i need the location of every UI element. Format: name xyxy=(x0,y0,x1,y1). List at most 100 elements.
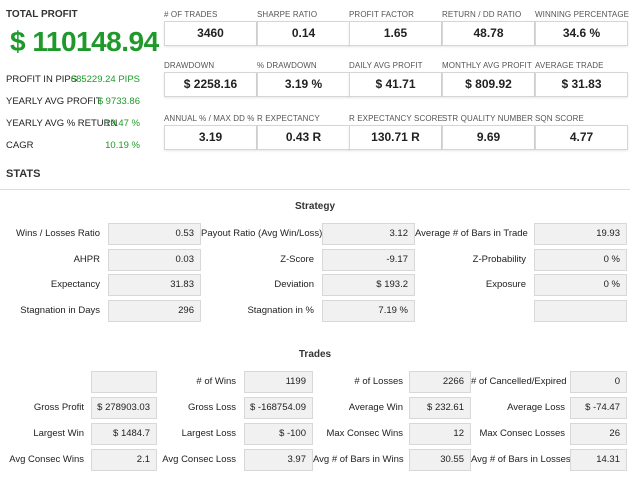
metric-label: MONTHLY AVG PROFIT xyxy=(442,61,532,70)
trades-label: Gross Loss xyxy=(187,402,236,413)
metric-value: 34.6 % xyxy=(535,21,628,46)
metric-label: AVERAGE TRADE xyxy=(535,61,604,70)
trades-value: 2266 xyxy=(409,371,471,393)
summary-panel: TOTAL PROFIT $ 110148.94 PROFIT IN PIPS … xyxy=(0,0,159,165)
metric-average-trade: AVERAGE TRADE $ 31.83 xyxy=(535,61,628,105)
trades-label: Max Consec Losses xyxy=(479,428,565,439)
trades-label: # of Cancelled/Expired xyxy=(471,376,567,387)
metric-r-expectancy-score: R EXPECTANCY SCORE 130.71 R xyxy=(349,114,443,158)
metric-label: SHARPE RATIO xyxy=(257,10,318,19)
metric-value: $ 809.92 xyxy=(442,72,535,97)
summary-row-label: PROFIT IN PIPS xyxy=(6,74,78,85)
metric-label: % DRAWDOWN xyxy=(257,61,317,70)
trades-label: Average Loss xyxy=(507,402,565,413)
trades-value: $ -74.47 xyxy=(570,397,627,419)
metric-label: R EXPECTANCY SCORE xyxy=(349,114,443,123)
metric-label: # OF TRADES xyxy=(164,10,218,19)
metric-value: $ 2258.16 xyxy=(164,72,257,97)
trades-label: Average Win xyxy=(348,402,403,413)
metric-value: 3460 xyxy=(164,21,257,46)
trades-label: Largest Loss xyxy=(181,428,236,439)
total-profit-label: TOTAL PROFIT xyxy=(6,9,78,20)
strategy-label: Average # of Bars in Trade xyxy=(415,228,528,239)
metric-value: $ 31.83 xyxy=(535,72,628,97)
trades-value: 2.1 xyxy=(91,449,157,471)
metric-return-dd-ratio: RETURN / DD RATIO 48.78 xyxy=(442,10,535,54)
trades-value: $ -168754.09 xyxy=(244,397,313,419)
trades-label: Avg Consec Loss xyxy=(162,454,236,465)
metric-profit-factor: PROFIT FACTOR 1.65 xyxy=(349,10,442,54)
summary-row-value: $ 9733.86 xyxy=(97,96,140,107)
metric-label: SQN SCORE xyxy=(535,114,584,123)
metric-sqn-score: SQN SCORE 4.77 xyxy=(535,114,628,158)
strategy-value: 7.19 % xyxy=(322,300,415,322)
strategy-value: 31.83 xyxy=(108,274,201,296)
strategy-label: Exposure xyxy=(485,279,526,290)
metric-label: R EXPECTANCY xyxy=(257,114,320,123)
total-profit-value: $ 110148.94 xyxy=(10,26,159,57)
strategy-label: Expectancy xyxy=(50,279,100,290)
trades-label: Avg # of Bars in Wins xyxy=(313,454,404,465)
strategy-heading: Strategy xyxy=(294,201,335,212)
strategy-label: Stagnation in % xyxy=(247,305,314,316)
metric-annual-max-dd: ANNUAL % / MAX DD % 3.19 xyxy=(164,114,257,158)
metric-value: 3.19 xyxy=(164,125,257,150)
metric-sharpe-ratio: SHARPE RATIO 0.14 xyxy=(257,10,350,54)
strategy-value: 296 xyxy=(108,300,201,322)
metric-monthly-avg-profit: MONTHLY AVG PROFIT $ 809.92 xyxy=(442,61,535,105)
trades-value: $ 278903.03 xyxy=(91,397,157,419)
summary-row-cagr: CAGR 10.19 % xyxy=(6,140,140,154)
trades-label xyxy=(0,371,84,393)
metric-percent-drawdown: % DRAWDOWN 3.19 % xyxy=(257,61,350,105)
metric-label: WINNING PERCENTAGE xyxy=(535,10,630,19)
summary-row-profit-in-pips: PROFIT IN PIPS 685229.24 PIPS xyxy=(6,74,140,88)
summary-row-label: YEARLY AVG % RETURN xyxy=(6,118,118,129)
stats-divider xyxy=(0,189,630,190)
strategy-value: $ 193.2 xyxy=(322,274,415,296)
metric-label: DRAWDOWN xyxy=(164,61,215,70)
trades-value: 1199 xyxy=(244,371,313,393)
strategy-value: -9.17 xyxy=(322,249,415,271)
strategy-label: Z-Score xyxy=(280,254,314,265)
metric-label: ANNUAL % / MAX DD % xyxy=(164,114,255,123)
metric-label: DAILY AVG PROFIT xyxy=(349,61,423,70)
metric-value: 9.69 xyxy=(442,125,535,150)
metric-value: 1.65 xyxy=(349,21,442,46)
metric-value: 0.43 R xyxy=(257,125,350,150)
trades-label: Gross Profit xyxy=(33,402,84,413)
trades-label: Max Consec Wins xyxy=(326,428,403,439)
summary-row-label: CAGR xyxy=(6,140,34,151)
metric-label: RETURN / DD RATIO xyxy=(442,10,522,19)
metric-label: STR QUALITY NUMBER xyxy=(442,114,533,123)
trades-value: $ 232.61 xyxy=(409,397,471,419)
strategy-value: 0 % xyxy=(534,249,627,271)
strategy-label: Z-Probability xyxy=(472,254,526,265)
summary-row-value: 10.19 % xyxy=(105,140,140,151)
summary-row-yearly-avg-profit: YEARLY AVG PROFIT $ 9733.86 xyxy=(6,96,140,110)
trades-label: # of Losses xyxy=(354,376,403,387)
metric-label: PROFIT FACTOR xyxy=(349,10,415,19)
metric-str-quality-number: STR QUALITY NUMBER 9.69 xyxy=(442,114,535,158)
strategy-label: Deviation xyxy=(274,279,314,290)
trades-value: $ 1484.7 xyxy=(91,423,157,445)
trades-label: Largest Win xyxy=(33,428,84,439)
strategy-label: AHPR xyxy=(73,254,100,265)
metric-daily-avg-profit: DAILY AVG PROFIT $ 41.71 xyxy=(349,61,442,105)
trades-label: # of Wins xyxy=(196,376,236,387)
trades-value: 0 xyxy=(570,371,627,393)
strategy-label: Stagnation in Days xyxy=(20,305,100,316)
metric-drawdown: DRAWDOWN $ 2258.16 xyxy=(164,61,257,105)
metric-number-of-trades: # OF TRADES 3460 xyxy=(164,10,257,54)
strategy-label: Payout Ratio (Avg Win/Loss) xyxy=(201,228,323,239)
trades-value: 3.97 xyxy=(244,449,313,471)
metric-r-expectancy: R EXPECTANCY 0.43 R xyxy=(257,114,350,158)
metric-winning-percentage: WINNING PERCENTAGE 34.6 % xyxy=(535,10,630,54)
trades-value: 14.31 xyxy=(570,449,627,471)
metric-value: 0.14 xyxy=(257,21,350,46)
summary-row-yearly-avg-return: YEARLY AVG % RETURN 19.47 % xyxy=(6,118,140,132)
metric-value: 4.77 xyxy=(535,125,628,150)
strategy-label xyxy=(415,300,526,322)
stats-heading: STATS xyxy=(6,168,41,180)
strategy-value: 3.12 xyxy=(322,223,415,245)
strategy-label: Wins / Losses Ratio xyxy=(16,228,100,239)
